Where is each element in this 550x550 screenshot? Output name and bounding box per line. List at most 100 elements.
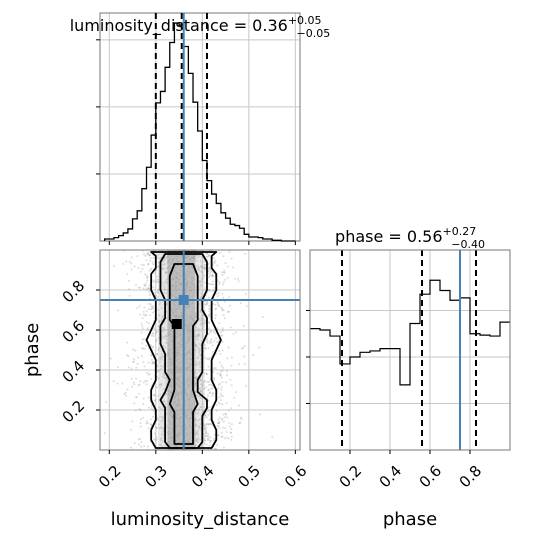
d2-point [150, 354, 153, 357]
d2-point [207, 365, 210, 368]
d2-point [225, 413, 228, 416]
d2-point [243, 355, 246, 358]
d2-point [218, 420, 221, 423]
d2-point [145, 371, 148, 374]
d2-point [159, 416, 162, 419]
d2-point [214, 259, 217, 262]
d2-point [196, 412, 199, 415]
d2-point [137, 286, 140, 289]
d2-point [221, 349, 224, 352]
d2-point [209, 283, 212, 286]
d2-point [194, 345, 197, 348]
d2-point [202, 409, 205, 412]
d2-point [148, 308, 151, 311]
d2-point [196, 432, 199, 435]
d2-point [218, 422, 221, 425]
d2-point [148, 284, 151, 287]
d2-point [225, 431, 228, 434]
d2-point [151, 311, 154, 314]
d2-point [141, 338, 144, 341]
d2-point [150, 334, 153, 337]
d2-point [205, 385, 208, 388]
d2-point [209, 274, 212, 277]
d2-point [220, 394, 223, 397]
d2-point [199, 379, 202, 382]
d2-point [143, 283, 146, 286]
d2-point [161, 419, 164, 422]
d2-point [203, 427, 206, 430]
d2-point [138, 313, 141, 316]
d2-point [197, 408, 200, 411]
d2-point [165, 392, 168, 395]
d2-point [215, 409, 218, 412]
d2-point [135, 366, 138, 369]
d2-point [194, 439, 197, 442]
d2-point [130, 446, 133, 449]
phase-hist-title: phase = 0.56+0.27 −0.40 [335, 225, 485, 251]
d2-point [216, 444, 219, 447]
d2-point [209, 387, 212, 390]
d2-point [158, 427, 161, 430]
d2-point [201, 320, 204, 323]
d2-point [211, 283, 214, 286]
d2-point [198, 426, 201, 429]
d2-point [201, 266, 204, 269]
d2-point [197, 425, 200, 428]
d2-point [195, 432, 198, 435]
d2-point [164, 329, 167, 332]
d2-point [125, 394, 128, 397]
panel-ld-hist [96, 12, 301, 245]
d2-point [212, 437, 215, 440]
d2-point [203, 331, 206, 334]
d2-point [150, 407, 153, 410]
d2-point [150, 308, 153, 311]
d2-point [153, 393, 156, 396]
d2-point [145, 310, 148, 313]
d2-point [154, 394, 157, 397]
d2-point [219, 374, 222, 377]
d2-point [159, 364, 162, 367]
d2-point [208, 422, 211, 425]
d2-point [155, 439, 158, 442]
d2-point [198, 303, 201, 306]
xlabel-phase: phase [383, 509, 437, 530]
d2-point [146, 380, 149, 383]
d2-point [130, 256, 133, 259]
d2-point [261, 315, 264, 318]
d2-point [156, 370, 159, 373]
d2-point [232, 333, 235, 336]
d2-point [148, 253, 151, 256]
panel-2d: 0.2 0.3 0.4 0.5 0.6 0.2 0.4 0.6 0.8 [59, 249, 311, 491]
d2-point [151, 304, 154, 307]
d2-point [157, 394, 160, 397]
d2-point [198, 369, 201, 372]
d2-point [218, 427, 221, 430]
d2-point [219, 392, 222, 395]
d2-ytick-label-2: 0.6 [59, 317, 89, 347]
d2-point [153, 280, 156, 283]
d2-point [195, 335, 198, 338]
d2-point [205, 303, 208, 306]
d2-point [142, 347, 145, 350]
d2-point [198, 269, 201, 272]
d2-point [146, 253, 149, 256]
d2-point [200, 296, 203, 299]
d2-point [165, 338, 168, 341]
d2-point [226, 276, 229, 279]
d2-point [157, 419, 160, 422]
d2-point [147, 251, 150, 254]
d2-point [222, 329, 225, 332]
d2-point [149, 268, 152, 271]
d2-point [226, 416, 229, 419]
d2-point [217, 387, 220, 390]
d2-point [218, 304, 221, 307]
d2-point [158, 346, 161, 349]
d2-point [203, 439, 206, 442]
d2-point [160, 415, 163, 418]
d2-point [208, 422, 211, 425]
d2-point [142, 264, 145, 267]
d2-point [219, 402, 222, 405]
d2-point [147, 427, 150, 430]
d2-point [161, 375, 164, 378]
d2-contour-middle [159, 253, 208, 449]
